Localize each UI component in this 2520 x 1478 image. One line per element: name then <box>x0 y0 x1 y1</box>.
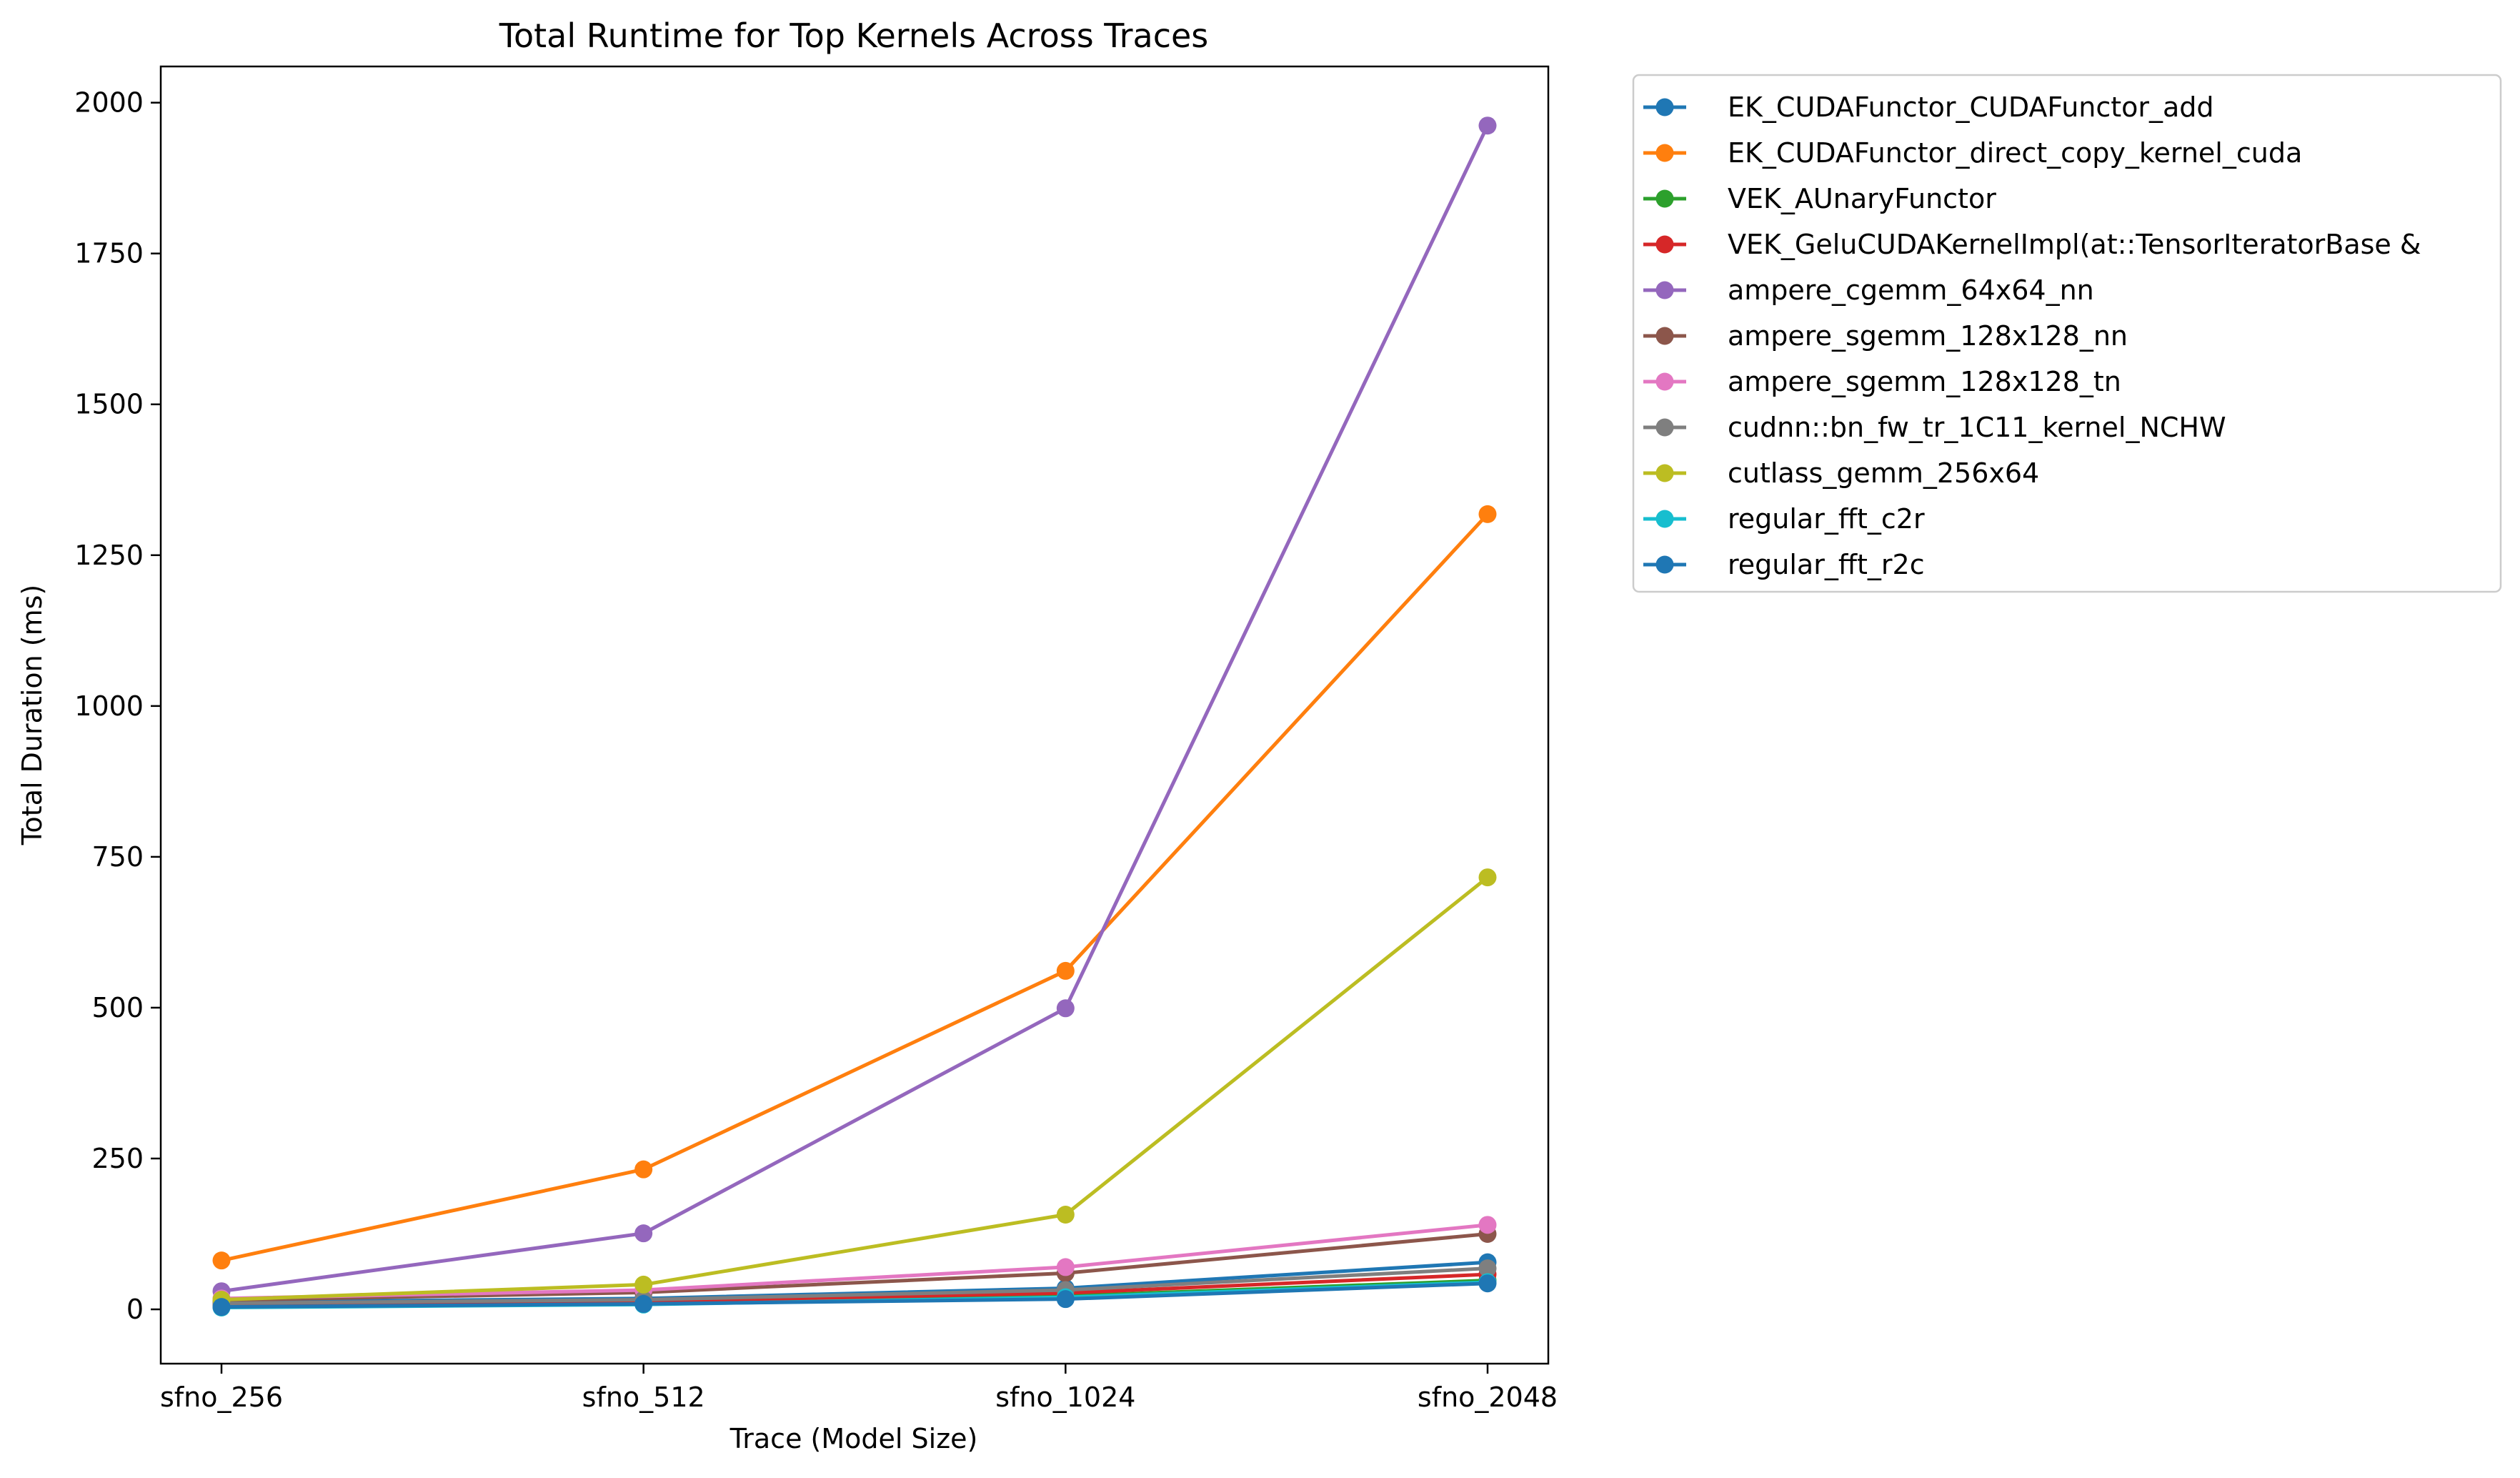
legend-items: EK_CUDAFunctor_CUDAFunctor_add EK_CUDAFun… <box>1643 91 2421 580</box>
series-line <box>221 1281 1488 1309</box>
data-point <box>1056 1258 1075 1276</box>
series-line <box>221 1232 1488 1302</box>
y-tick-label: 0 <box>126 1294 144 1325</box>
series-11 <box>212 1274 1497 1316</box>
legend-marker <box>1655 98 1674 116</box>
plot-area-frame <box>159 65 1550 1365</box>
y-tick-label: 750 <box>91 841 144 873</box>
legend-marker <box>1655 510 1674 528</box>
legend-item: ampere_sgemm_128x128_tn <box>1643 366 2121 397</box>
data-point <box>1478 1274 1497 1293</box>
y-tick-label: 2000 <box>74 87 144 119</box>
legend-label: ampere_sgemm_128x128_nn <box>1728 320 2128 352</box>
legend-item: EK_CUDAFunctor_CUDAFunctor_add <box>1643 91 2214 123</box>
y-tick-label: 1000 <box>74 690 144 722</box>
legend-label: cutlass_gemm_256x64 <box>1728 457 2039 489</box>
x-tick-label: sfno_1024 <box>995 1382 1135 1413</box>
legend-item: ampere_cgemm_64x64_nn <box>1643 274 2094 306</box>
data-point <box>1056 1290 1075 1309</box>
legend-item: EK_CUDAFunctor_direct_copy_kernel_cuda <box>1643 137 2302 169</box>
x-tick-label: sfno_512 <box>582 1382 705 1413</box>
series-line <box>221 876 1489 1302</box>
y-axis: 0 250 500 750 1000 1250 1500 1750 2000 <box>74 87 161 1325</box>
legend-marker <box>1655 418 1674 437</box>
legend-label: ampere_cgemm_64x64_nn <box>1728 274 2094 306</box>
series-2 <box>212 505 1497 1270</box>
data-point <box>1478 116 1497 135</box>
series-5 <box>212 116 1497 1301</box>
data-point <box>1056 999 1075 1018</box>
y-tick-label: 1250 <box>74 540 144 571</box>
y-tick-label: 250 <box>91 1143 144 1174</box>
x-tick-label: sfno_2048 <box>1418 1382 1558 1413</box>
legend-item: VEK_GeluCUDAKernelImpl(at::TensorIterato… <box>1643 229 2421 260</box>
legend-label: ampere_sgemm_128x128_tn <box>1728 366 2121 397</box>
series-line <box>221 1223 1488 1301</box>
y-axis-label: Total Duration (ms) <box>16 585 48 845</box>
legend-marker <box>1655 464 1674 482</box>
legend-label: EK_CUDAFunctor_CUDAFunctor_add <box>1728 91 2214 123</box>
data-point <box>212 1251 231 1270</box>
legend-marker <box>1655 144 1674 162</box>
legend-marker <box>1655 327 1674 345</box>
legend-label: regular_fft_c2r <box>1728 503 1925 535</box>
data-point <box>1056 961 1075 980</box>
data-point <box>634 1275 653 1294</box>
legend-item: cudnn::bn_fw_tr_1C11_kernel_NCHW <box>1643 412 2226 443</box>
y-tick-label: 1750 <box>74 238 144 269</box>
series-layer <box>212 116 1497 1316</box>
legend-item: regular_fft_c2r <box>1643 503 1925 535</box>
legend-marker <box>1655 189 1674 208</box>
legend-frame <box>1632 74 2502 593</box>
data-point <box>634 1294 653 1313</box>
x-tick-label: sfno_256 <box>160 1382 283 1413</box>
x-axis: sfno_256 sfno_512 sfno_1024 sfno_2048 <box>160 1364 1558 1413</box>
chart-title: Total Runtime for Top Kernels Across Tra… <box>499 16 1209 55</box>
x-axis-label: Trace (Model Size) <box>729 1423 978 1454</box>
legend-item: ampere_sgemm_128x128_nn <box>1643 320 2128 352</box>
data-point <box>212 1298 231 1316</box>
legend-item: cutlass_gemm_256x64 <box>1643 457 2039 489</box>
data-point <box>1478 1216 1497 1234</box>
series-line <box>221 124 1490 1294</box>
data-point <box>634 1224 653 1243</box>
legend-label: VEK_AUnaryFunctor <box>1728 183 1996 214</box>
legend-marker <box>1655 235 1674 254</box>
data-point <box>1478 1259 1497 1278</box>
legend-item: VEK_AUnaryFunctor <box>1643 183 1996 214</box>
legend-label: regular_fft_r2c <box>1728 549 1925 580</box>
series-line <box>221 1266 1488 1306</box>
legend-label: VEK_GeluCUDAKernelImpl(at::TensorIterato… <box>1728 229 2421 260</box>
series-line <box>221 512 1489 1263</box>
legend-label: cudnn::bn_fw_tr_1C11_kernel_NCHW <box>1728 412 2226 443</box>
y-tick-label: 500 <box>91 992 144 1023</box>
legend-label: EK_CUDAFunctor_direct_copy_kernel_cuda <box>1728 137 2302 169</box>
legend-item: regular_fft_r2c <box>1643 549 1925 580</box>
data-point <box>634 1160 653 1179</box>
legend: EK_CUDAFunctor_CUDAFunctor_add EK_CUDAFun… <box>1632 74 2502 593</box>
legend-marker <box>1655 372 1674 391</box>
y-tick-label: 1500 <box>74 389 144 420</box>
data-point <box>1478 868 1497 887</box>
data-point <box>1056 1205 1075 1224</box>
legend-marker <box>1655 281 1674 299</box>
legend-marker <box>1655 555 1674 574</box>
data-point <box>1478 505 1497 523</box>
